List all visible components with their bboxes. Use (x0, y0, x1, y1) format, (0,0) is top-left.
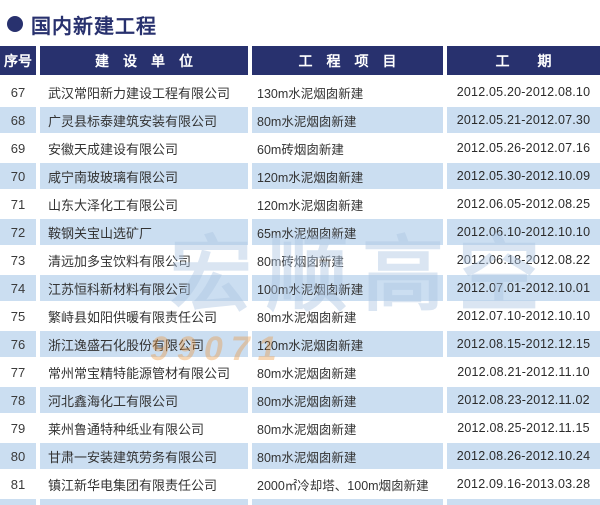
table-row: 68 广灵县标泰建筑安装有限公司 80m水泥烟囱新建 2012.05.21-20… (0, 107, 600, 133)
cell-project: 80m水泥烟囱新建 (252, 443, 443, 469)
cell-project: 80m水泥烟囱新建 (252, 107, 443, 133)
cell-company: 常州常宝精特能源管材有限公司 (40, 359, 248, 385)
cell-company: 江苏恒科新材料有限公司 (40, 275, 248, 301)
cell-company: 鞍钢关宝山选矿厂 (40, 219, 248, 245)
cell-row-number: 71 (0, 191, 36, 217)
cell-company: 咸宁南玻玻璃有限公司 (40, 163, 248, 189)
cell-period: 2012.08.15-2012.12.15 (447, 331, 600, 357)
table-row: 76 浙江逸盛石化股份有限公司 120m水泥烟囱新建 2012.08.15-20… (0, 331, 600, 357)
cell-company: 广灵县标泰建筑安装有限公司 (40, 107, 248, 133)
cell-row-number: 74 (0, 275, 36, 301)
cell-row-number: 81 (0, 471, 36, 497)
cell-company: 河北鑫海化工有限公司 (40, 387, 248, 413)
cell-row-number: 69 (0, 135, 36, 161)
header-project: 工 程 项 目 (252, 46, 443, 75)
cell-project: 120m水泥烟囱新建 (252, 163, 443, 189)
cell-period: 2012.05.20-2012.08.10 (447, 79, 600, 105)
cell-company: 山东大泽化工有限公司 (40, 191, 248, 217)
cell-period: 2012.08.21-2012.11.10 (447, 359, 600, 385)
cell-company: 甘肃一安装建筑劳务有限公司 (40, 443, 248, 469)
cell-project: 60m砖烟囱新建 (252, 135, 443, 161)
cell-period: 2012.07.01-2012.10.01 (447, 275, 600, 301)
table-row: 75 繁峙县如阳供暖有限责任公司 80m水泥烟囱新建 2012.07.10-20… (0, 303, 600, 329)
cell-company: 清远加多宝饮料有限公司 (40, 247, 248, 273)
table-row: 67 武汉常阳新力建设工程有限公司 130m水泥烟囱新建 2012.05.20-… (0, 79, 600, 105)
cell-company: 武汉常阳新力建设工程有限公司 (40, 79, 248, 105)
cell-project: 80m砖烟囱新建 (252, 247, 443, 273)
cell-project: 100m水泥烟囱新建 (252, 275, 443, 301)
cell-project: 120m水泥烟囱新建 (252, 331, 443, 357)
header-period: 工 期 (447, 46, 600, 75)
table-row: 79 莱州鲁通特种纸业有限公司 80m水泥烟囱新建 2012.08.25-201… (0, 415, 600, 441)
table-row: 74 江苏恒科新材料有限公司 100m水泥烟囱新建 2012.07.01-201… (0, 275, 600, 301)
cell-row-number: 67 (0, 79, 36, 105)
cell-period: 2012.06.10-2012.10.10 (447, 219, 600, 245)
cell-company: 镇江新华电集团有限责任公司 (40, 471, 248, 497)
cell-row-number: 68 (0, 107, 36, 133)
cell-period: 2012.05.21-2012.07.30 (447, 107, 600, 133)
cell-period: 2012.06.05-2012.08.25 (447, 191, 600, 217)
cell-period: 2012.05.30-2012.10.09 (447, 163, 600, 189)
cell-project: 80m水泥烟囱新建 (252, 387, 443, 413)
cell-period: 2012.08.26-2012.10.24 (447, 443, 600, 469)
table-row: 81 镇江新华电集团有限责任公司 2000㎡冷却塔、100m烟囱新建 2012.… (0, 471, 600, 497)
cell-period: 2012.08.25-2012.11.15 (447, 415, 600, 441)
cell-row-number: 70 (0, 163, 36, 189)
cell-period: 2012.09.16-2013.03.28 (447, 471, 600, 497)
cell-period: 2012.05.26-2012.07.16 (447, 135, 600, 161)
table-row: 72 鞍钢关宝山选矿厂 65m水泥烟囱新建 2012.06.10-2012.10… (0, 219, 600, 245)
table-row: 71 山东大泽化工有限公司 120m水泥烟囱新建 2012.06.05-2012… (0, 191, 600, 217)
cell-row-number: 80 (0, 443, 36, 469)
cell-row-number: 75 (0, 303, 36, 329)
table-body: 67 武汉常阳新力建设工程有限公司 130m水泥烟囱新建 2012.05.20-… (0, 79, 600, 497)
cell-row-number: 76 (0, 331, 36, 357)
cell-company: 浙江逸盛石化股份有限公司 (40, 331, 248, 357)
cell-project: 120m水泥烟囱新建 (252, 191, 443, 217)
table-row: 73 清远加多宝饮料有限公司 80m砖烟囱新建 2012.06.18-2012.… (0, 247, 600, 273)
table-row: 69 安徽天成建设有限公司 60m砖烟囱新建 2012.05.26-2012.0… (0, 135, 600, 161)
cell-period: 2012.08.23-2012.11.02 (447, 387, 600, 413)
cell-row-number: 79 (0, 415, 36, 441)
cell-period: 2012.06.18-2012.08.22 (447, 247, 600, 273)
cell-company: 莱州鲁通特种纸业有限公司 (40, 415, 248, 441)
bullet-icon (7, 16, 23, 32)
cell-row-number: 72 (0, 219, 36, 245)
header-company: 建 设 单 位 (40, 46, 248, 75)
header-no: 序号 (0, 46, 36, 75)
table-header-row: 序号 建 设 单 位 工 程 项 目 工 期 (0, 46, 600, 75)
cell-row-number: 73 (0, 247, 36, 273)
cell-period: 2012.07.10-2012.10.10 (447, 303, 600, 329)
table-row: 80 甘肃一安装建筑劳务有限公司 80m水泥烟囱新建 2012.08.26-20… (0, 443, 600, 469)
page-title: 国内新建工程 (31, 15, 157, 38)
table-row: 78 河北鑫海化工有限公司 80m水泥烟囱新建 2012.08.23-2012.… (0, 387, 600, 413)
section-title-bar: 国内新建工程 (0, 0, 600, 46)
cell-row-number: 78 (0, 387, 36, 413)
cell-project: 130m水泥烟囱新建 (252, 79, 443, 105)
cell-project: 65m水泥烟囱新建 (252, 219, 443, 245)
cell-row-number: 77 (0, 359, 36, 385)
cell-company: 安徽天成建设有限公司 (40, 135, 248, 161)
table-row: 77 常州常宝精特能源管材有限公司 80m水泥烟囱新建 2012.08.21-2… (0, 359, 600, 385)
cell-project: 80m水泥烟囱新建 (252, 303, 443, 329)
table-row: 70 咸宁南玻玻璃有限公司 120m水泥烟囱新建 2012.05.30-2012… (0, 163, 600, 189)
cell-project: 80m水泥烟囱新建 (252, 359, 443, 385)
cell-company: 繁峙县如阳供暖有限责任公司 (40, 303, 248, 329)
cell-project: 80m水泥烟囱新建 (252, 415, 443, 441)
cell-project: 2000㎡冷却塔、100m烟囱新建 (252, 471, 443, 497)
